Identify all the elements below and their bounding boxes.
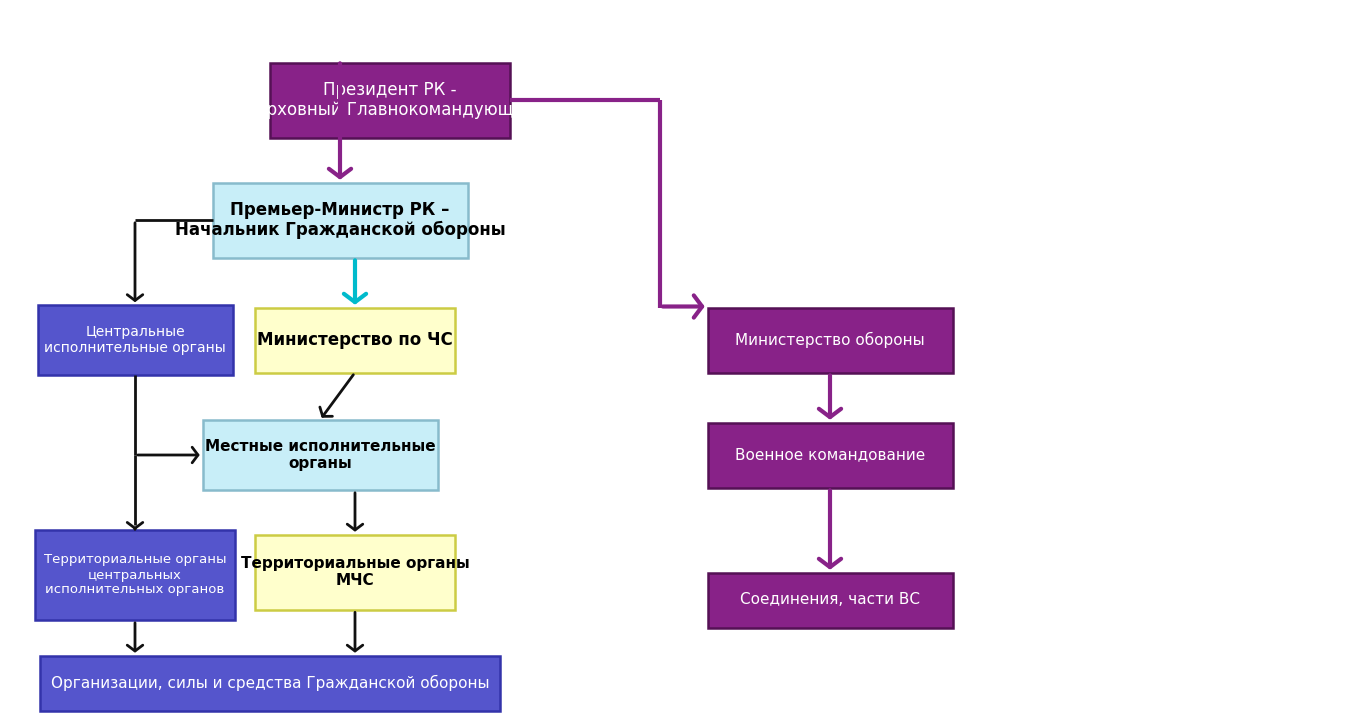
Text: Местные исполнительные
органы: Местные исполнительные органы: [205, 438, 435, 471]
FancyBboxPatch shape: [41, 655, 500, 711]
Text: Министерство обороны: Министерство обороны: [736, 332, 925, 348]
FancyBboxPatch shape: [35, 530, 234, 620]
Text: Соединения, части ВС: Соединения, части ВС: [740, 593, 920, 608]
Text: Центральные
исполнительные органы: Центральные исполнительные органы: [45, 325, 226, 355]
FancyBboxPatch shape: [707, 423, 953, 487]
FancyBboxPatch shape: [202, 420, 438, 490]
FancyBboxPatch shape: [213, 182, 467, 258]
FancyBboxPatch shape: [707, 307, 953, 372]
FancyBboxPatch shape: [38, 305, 233, 375]
Text: Военное командование: Военное командование: [734, 448, 925, 462]
FancyBboxPatch shape: [255, 307, 455, 372]
Text: Министерство по ЧС: Министерство по ЧС: [257, 331, 453, 349]
Text: Организации, силы и средства Гражданской обороны: Организации, силы и средства Гражданской…: [50, 675, 489, 691]
Text: Территориальные органы
МЧС: Территориальные органы МЧС: [241, 556, 469, 588]
Text: Президент РК -
Верховный Главнокомандующий: Президент РК - Верховный Главнокомандующ…: [245, 81, 535, 120]
FancyBboxPatch shape: [255, 534, 455, 610]
Text: Премьер-Министр РК –
Начальник Гражданской обороны: Премьер-Министр РК – Начальник Гражданск…: [175, 200, 505, 240]
Text: Территориальные органы
центральных
исполнительных органов: Территориальные органы центральных испол…: [43, 554, 226, 596]
FancyBboxPatch shape: [707, 572, 953, 628]
FancyBboxPatch shape: [270, 63, 509, 138]
